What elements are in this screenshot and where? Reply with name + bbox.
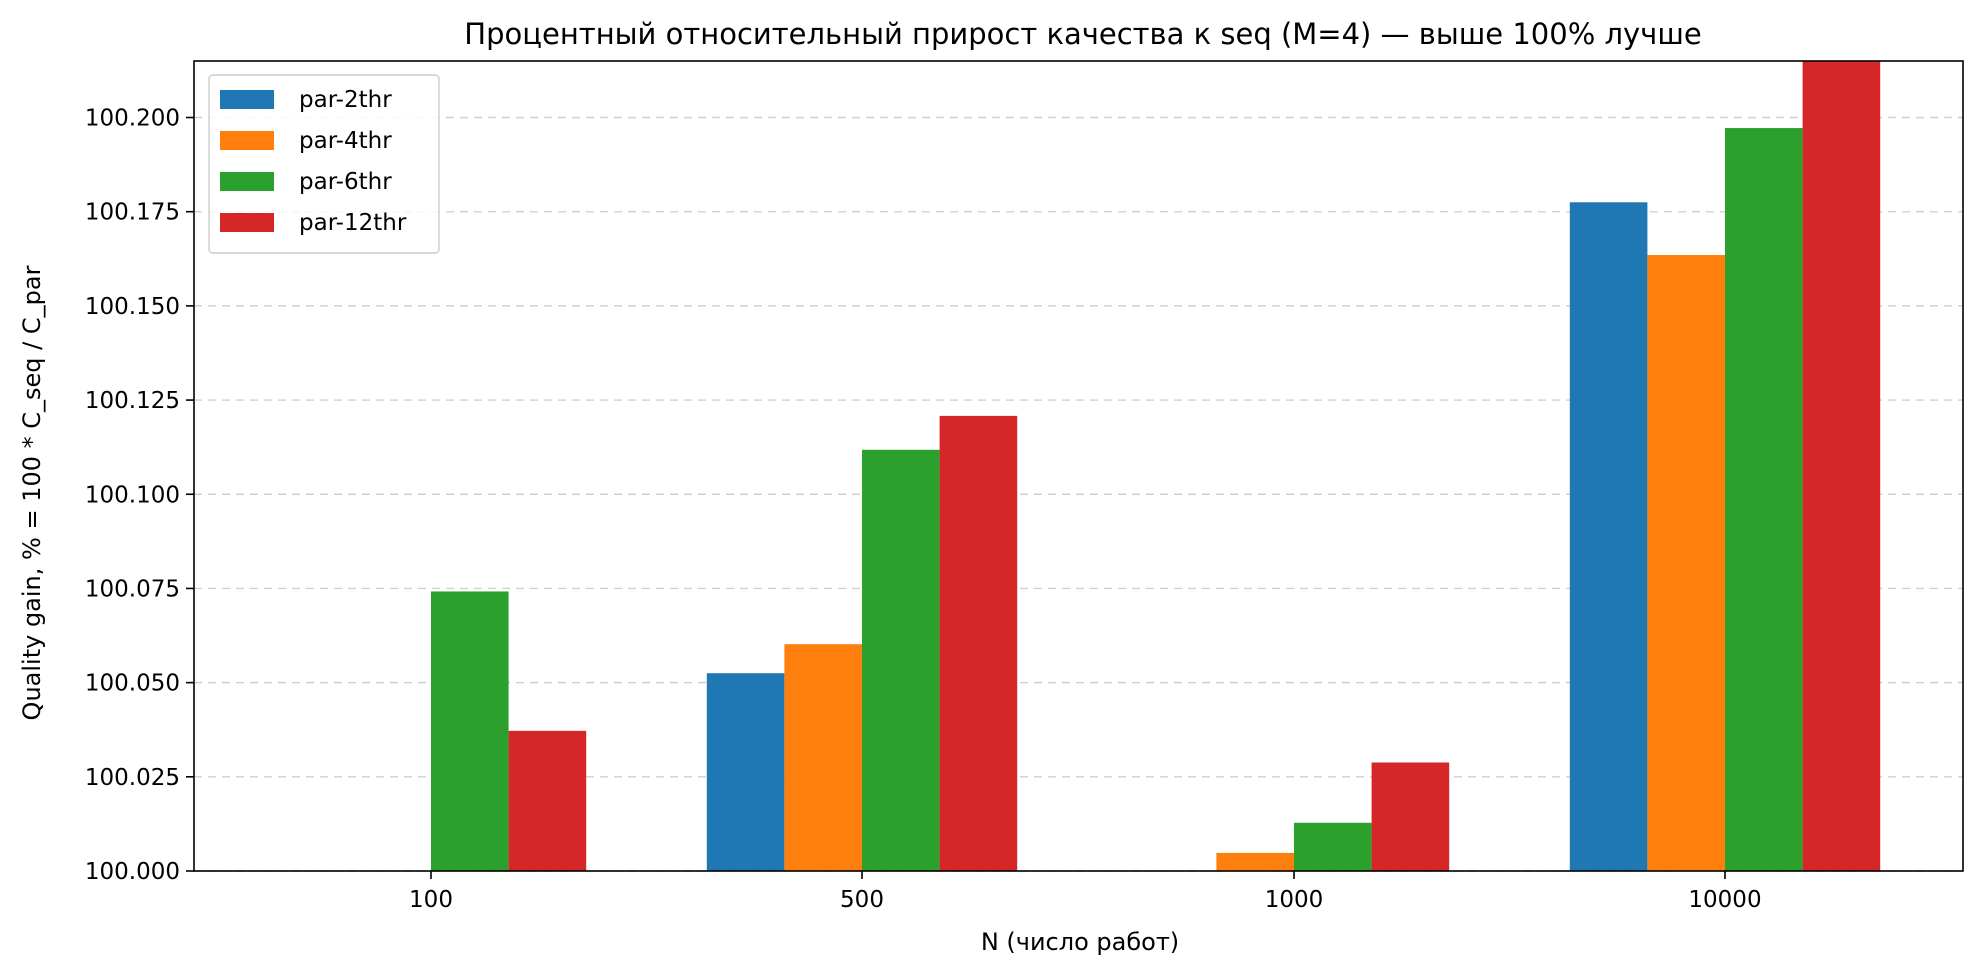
y-axis-label: Quality gain, % = 100 * C_seq / C_par bbox=[18, 265, 46, 720]
bar-par-4thr-500 bbox=[784, 644, 862, 871]
legend-swatch-par-4thr bbox=[220, 131, 274, 150]
bar-par-2thr-10000 bbox=[1569, 202, 1648, 872]
y-tick-label: 100.100 bbox=[85, 482, 180, 508]
chart-title: Процентный относительный прирост качеств… bbox=[464, 17, 1701, 51]
bar-par-2thr-500 bbox=[706, 673, 785, 871]
bar-par-12thr-1000 bbox=[1371, 762, 1450, 871]
bar-par-12thr-500 bbox=[939, 415, 1018, 871]
plot-frame bbox=[193, 60, 1964, 872]
y-tick-label: 100.125 bbox=[85, 388, 180, 414]
legend-swatch-par-6thr bbox=[220, 172, 274, 191]
bar-par-12thr-100 bbox=[508, 730, 587, 871]
legend-swatch-par-12thr bbox=[220, 213, 274, 232]
legend-label-par-12thr: par-12thr bbox=[299, 210, 407, 236]
legend-swatch-par-2thr bbox=[220, 90, 274, 109]
legend: par-2thr par-4thr par-6thr par-12thr bbox=[208, 74, 440, 254]
legend-label-par-2thr: par-2thr bbox=[299, 87, 392, 113]
bar-par-6thr-1000 bbox=[1294, 822, 1372, 871]
bar-par-4thr-1000 bbox=[1216, 852, 1294, 871]
y-tick-label: 100.050 bbox=[85, 671, 180, 697]
bar-par-6thr-100 bbox=[431, 591, 509, 871]
x-tick-label: 10000 bbox=[1688, 887, 1761, 913]
bar-par-6thr-10000 bbox=[1725, 128, 1803, 871]
y-tick-label: 100.175 bbox=[85, 200, 180, 226]
x-axis: 100 500 1000 10000 bbox=[409, 871, 1762, 913]
y-axis: 100.000 100.025 100.050 100.075 100.100 100.1… bbox=[85, 106, 194, 885]
legend-label-par-4thr: par-4thr bbox=[299, 128, 392, 154]
x-tick-label: 100 bbox=[409, 887, 453, 913]
y-tick-label: 100.000 bbox=[85, 859, 180, 885]
y-tick-label: 100.200 bbox=[85, 106, 180, 132]
x-tick-label: 1000 bbox=[1265, 887, 1324, 913]
y-tick-label: 100.025 bbox=[85, 765, 180, 791]
x-tick-label: 500 bbox=[840, 887, 884, 913]
y-tick-label: 100.075 bbox=[85, 576, 180, 602]
bar-par-4thr-10000 bbox=[1647, 255, 1725, 871]
legend-label-par-6thr: par-6thr bbox=[299, 169, 392, 195]
bar-par-6thr-500 bbox=[862, 449, 940, 871]
y-tick-label: 100.150 bbox=[85, 294, 180, 320]
bar-par-12thr-10000 bbox=[1802, 61, 1881, 871]
x-axis-label: N (число работ) bbox=[981, 928, 1179, 956]
legend-box bbox=[208, 74, 440, 254]
bars bbox=[431, 61, 1881, 872]
